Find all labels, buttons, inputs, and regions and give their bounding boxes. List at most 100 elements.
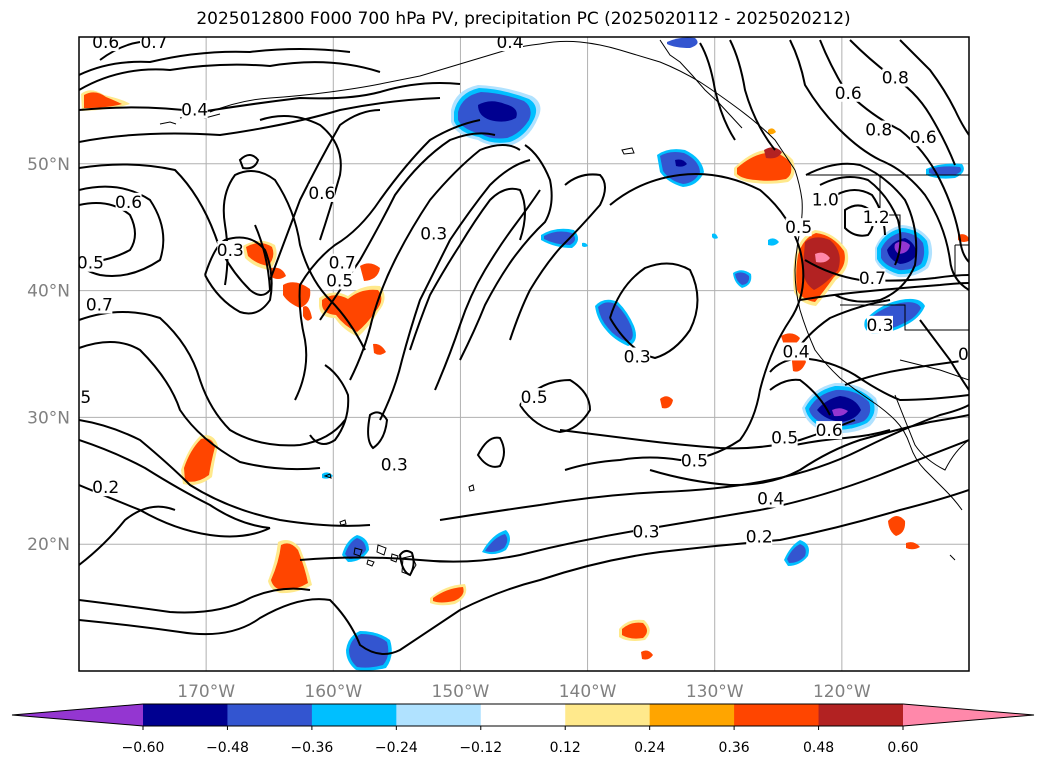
contour-label-bg [79, 253, 104, 272]
colorbar-label: 0.12 [550, 740, 581, 756]
contour-label-bg [115, 192, 142, 211]
contour-label-bg [812, 190, 839, 209]
contour-label: 0.4 [181, 100, 208, 120]
contour-label: 0.7 [86, 296, 113, 316]
contour-label-bg [681, 451, 708, 470]
colorbar-label: 0.24 [634, 740, 665, 756]
contour-label-bg [141, 37, 168, 52]
contour-label: 0.2 [746, 528, 773, 548]
contour-label: 0.3 [866, 316, 893, 336]
longitude-axis: 170°W 160°W 150°W 140°W 130°W 120°W [177, 682, 871, 702]
colorbar-segment [480, 704, 566, 726]
contour-label: 0.3 [633, 523, 660, 543]
lat-tick-label: 40°N [27, 282, 70, 302]
contour-label-bg [497, 37, 524, 52]
colorbar-label: −0.12 [459, 740, 502, 756]
contour-label: 0.4 [757, 490, 784, 510]
contour-label: 1.2 [863, 208, 890, 228]
colorbar-label: 0.36 [719, 740, 750, 756]
lon-tick-label: 160°W [304, 682, 362, 702]
contour-label-bg [624, 347, 651, 366]
lat-tick-label: 30°N [27, 408, 70, 428]
contour-label-bg [867, 315, 893, 334]
contour-label-bg [381, 455, 408, 474]
contour-labels: 0.6 0.7 0.40.40.80.60.60.80.50.70.60.30.60… [64, 33, 985, 548]
colorbar-label: −0.60 [122, 740, 165, 756]
colorbar-label: −0.24 [375, 740, 418, 756]
contour-label-bg [329, 253, 356, 272]
contour-label: 0.4 [783, 342, 810, 362]
contour-label: 0.3 [624, 348, 651, 368]
latitude-axis: 20°N 30°N 40°N 50°N [27, 155, 70, 555]
colorbar-label: −0.48 [206, 740, 249, 756]
contour-label: 0.3 [420, 225, 447, 245]
contour-label-bg [958, 345, 969, 363]
colorbar-segment [396, 704, 482, 726]
precip-positive [81, 90, 969, 660]
contour-label-bg [863, 208, 890, 227]
contour-label: 0.3 [217, 241, 244, 261]
contour-label: 0.5 [771, 429, 798, 449]
contour-label: 0.5 [64, 388, 91, 408]
contour-label: 0.3 [958, 345, 985, 365]
map-area: 0.6 0.7 0.40.40.80.60.60.80.50.70.60.30.60… [64, 33, 985, 671]
contour-label: 0.2 [92, 478, 119, 498]
contour-label-bg [79, 388, 91, 407]
contour-label: 0.7 [859, 269, 886, 289]
contour-label: 0.6 [910, 128, 937, 148]
contour-label-bg [816, 421, 843, 440]
colorbar-segment [818, 704, 904, 726]
contour-label-bg [882, 68, 909, 87]
contour-label-bg [835, 83, 862, 102]
contour-label: 0.7 [329, 254, 356, 274]
chart-title: 2025012800 F000 700 hPa PV, precipitatio… [196, 9, 851, 29]
colorbar-arrow-high [903, 704, 1034, 726]
contour-label: 0.4 [496, 33, 523, 53]
contour-label-bg [521, 388, 548, 407]
contour-label: 0.6 [308, 184, 335, 204]
contour-label-bg [910, 128, 937, 147]
contour-label-bg [326, 271, 353, 290]
contour-label-bg [783, 342, 810, 361]
colorbar-label: −0.36 [290, 740, 333, 756]
contour-label-bg [746, 527, 773, 546]
contour-label: 0.5 [785, 218, 812, 238]
contour-label: 0.5 [326, 271, 353, 291]
map-frame [78, 36, 970, 672]
colorbar-segment [227, 704, 313, 726]
contour-label-bg [633, 522, 660, 541]
contour-label: 0.5 [521, 388, 548, 408]
colorbar-segment [143, 704, 228, 726]
contour-label-bg [865, 120, 892, 139]
colorbar: −0.60 −0.48 −0.36 −0.24 −0.12 0.12 0.24 0.36 0.4… [11, 703, 1035, 756]
colorbar-label: 0.48 [803, 740, 834, 756]
pv-contours [79, 39, 969, 655]
contour-label-bg [859, 268, 886, 287]
colorbar-label: 0.60 [887, 740, 918, 756]
contour-label: 1.0 [812, 190, 839, 210]
colorbar-segment [734, 704, 820, 726]
colorbar-segment [311, 704, 397, 726]
contour-label-bg [181, 100, 208, 119]
contour-label: 0.6 [835, 84, 862, 104]
contour-label-bg [92, 37, 119, 52]
contour-label-bg [757, 489, 784, 508]
colorbar-arrow-low [12, 704, 143, 726]
lon-tick-label: 150°W [432, 682, 490, 702]
contour-label: 0.6 [92, 33, 119, 53]
lon-tick-label: 170°W [177, 682, 235, 702]
lon-tick-label: 120°W [813, 682, 871, 702]
contour-label-bg [86, 295, 113, 314]
contour-label: 0.3 [381, 455, 408, 475]
lat-tick-label: 50°N [27, 155, 70, 175]
contour-label: 0.5 [77, 254, 104, 274]
contour-label-bg [420, 224, 447, 243]
contour-label: 0.8 [882, 69, 909, 89]
coastlines [159, 39, 969, 576]
contour-label: 0.5 [681, 452, 708, 472]
lon-tick-label: 140°W [559, 682, 617, 702]
colorbar-segment [649, 704, 735, 726]
contour-label-bg [217, 241, 244, 260]
contour-label-bg [771, 428, 798, 447]
